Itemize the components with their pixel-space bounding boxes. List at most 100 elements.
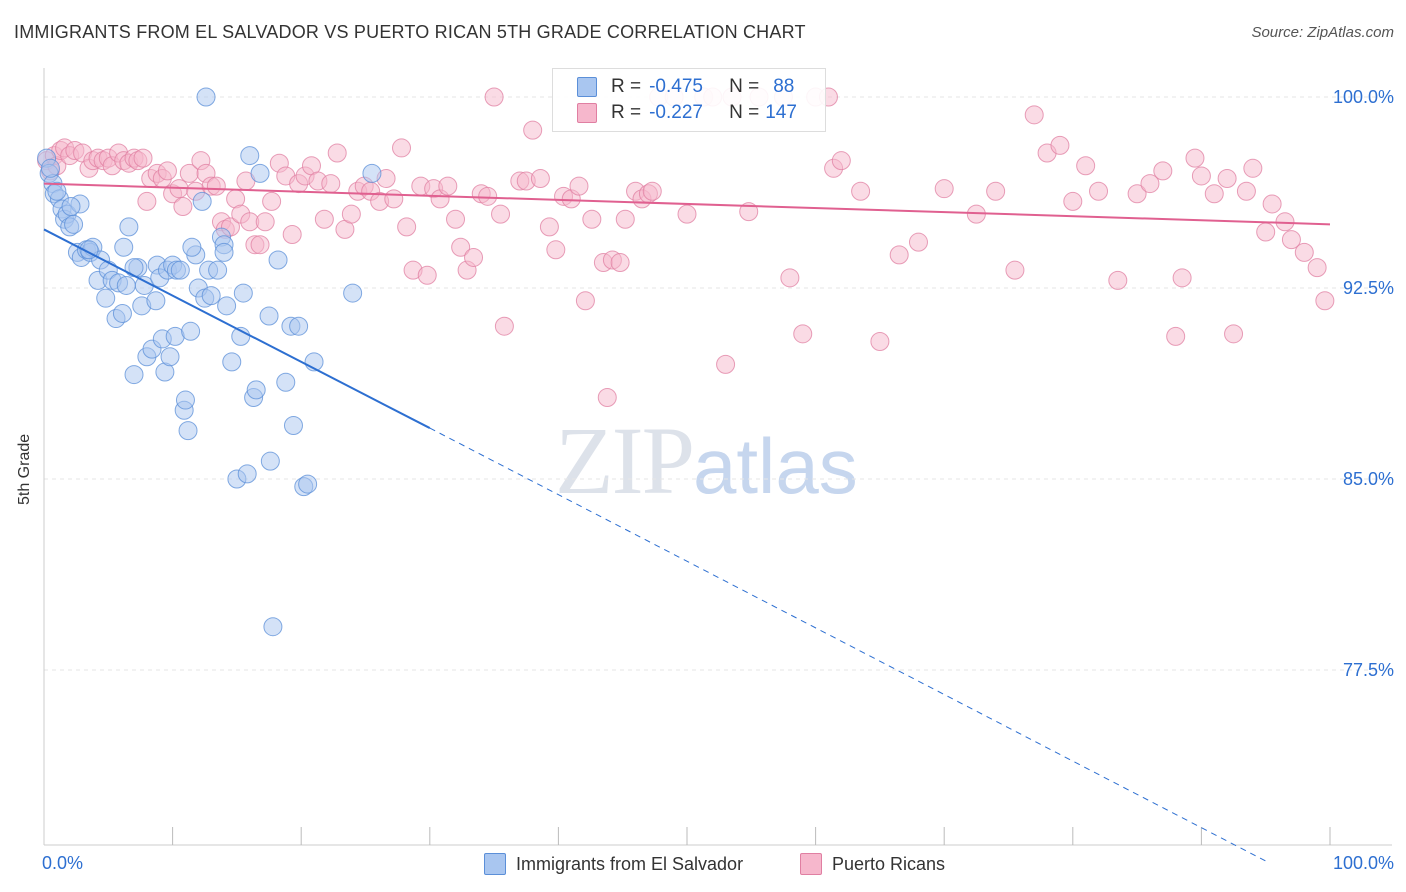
data-point <box>677 204 697 224</box>
data-point <box>133 148 153 168</box>
data-point <box>610 253 630 273</box>
data-point <box>870 331 890 351</box>
data-point <box>201 286 221 306</box>
data-point <box>478 186 498 206</box>
data-point <box>615 209 635 229</box>
data-point <box>268 250 288 270</box>
blue-swatch <box>577 77 597 97</box>
data-point <box>1185 148 1205 168</box>
trend-line-el-salvador <box>43 228 431 429</box>
data-point <box>178 421 198 441</box>
data-point <box>793 324 813 344</box>
data-point <box>1191 166 1211 186</box>
data-point <box>582 209 602 229</box>
data-point <box>1050 135 1070 155</box>
data-point <box>1281 230 1301 250</box>
data-point <box>446 209 466 229</box>
data-point <box>47 181 67 201</box>
data-point <box>1108 270 1128 290</box>
data-point <box>192 191 212 211</box>
data-point <box>119 217 139 237</box>
data-point <box>417 265 437 285</box>
data-point <box>642 181 662 201</box>
data-point <box>124 365 144 385</box>
watermark: ZIPatlas <box>555 405 858 516</box>
data-point <box>523 120 543 140</box>
data-point <box>1294 242 1314 262</box>
data-point <box>1140 174 1160 194</box>
data-point <box>321 174 341 194</box>
data-point <box>282 225 302 245</box>
data-point <box>569 176 589 196</box>
data-point <box>96 288 116 308</box>
data-point <box>539 217 559 237</box>
n-value: 147 <box>765 102 797 123</box>
legend-row-el-salvador: R = -0.475 N = 88 <box>577 75 794 99</box>
data-point <box>263 617 283 637</box>
trend-line-puerto-ricans <box>43 182 1331 226</box>
data-point <box>222 352 242 372</box>
data-point <box>1089 181 1109 201</box>
data-point <box>240 146 260 166</box>
data-point <box>889 245 909 265</box>
data-point <box>250 235 270 255</box>
data-point <box>196 87 216 107</box>
data-point <box>1172 268 1192 288</box>
trend-line-el-salvador-extrapolated <box>429 427 1266 862</box>
series-puerto-ricans <box>37 87 1335 408</box>
r-label: R = <box>611 76 642 97</box>
data-point <box>780 268 800 288</box>
data-point <box>1243 158 1263 178</box>
data-point <box>170 260 190 280</box>
data-point <box>206 176 226 196</box>
data-point <box>1153 161 1173 181</box>
data-point <box>597 388 617 408</box>
data-point <box>392 138 412 158</box>
y-tick-label: 85.0% <box>1342 469 1394 489</box>
data-point <box>61 197 81 217</box>
data-point <box>1204 184 1224 204</box>
data-point <box>484 87 504 107</box>
data-point <box>175 390 195 410</box>
data-point <box>262 191 282 211</box>
data-point <box>343 283 363 303</box>
y-tick-label: 77.5% <box>1342 660 1394 680</box>
data-point <box>831 151 851 171</box>
data-point <box>233 283 253 303</box>
legend-item-el-salvador[interactable]: Immigrants from El Salvador <box>484 852 743 876</box>
data-point <box>255 212 275 232</box>
r-label: R = <box>611 102 642 123</box>
data-point <box>1236 181 1256 201</box>
data-point <box>341 204 361 224</box>
data-point <box>112 303 132 323</box>
data-point <box>246 380 266 400</box>
n-value: 88 <box>773 76 795 97</box>
data-point <box>1076 156 1096 176</box>
trend-lines <box>43 182 1331 862</box>
data-point <box>1005 260 1025 280</box>
data-point <box>362 163 382 183</box>
data-point <box>237 464 257 484</box>
data-point <box>384 189 404 209</box>
y-tick-label: 92.5% <box>1342 278 1394 298</box>
data-point <box>851 181 871 201</box>
data-point <box>298 474 318 494</box>
data-point <box>260 451 280 471</box>
data-point <box>214 242 234 262</box>
data-point <box>114 237 134 257</box>
legend-item-puerto-ricans[interactable]: Puerto Ricans <box>800 852 945 876</box>
y-axis-label: 5th Grade <box>16 433 33 505</box>
data-point <box>208 260 228 280</box>
data-point <box>1262 194 1282 214</box>
series-el-salvador <box>37 87 382 637</box>
r-value: -0.475 <box>649 76 703 97</box>
data-point <box>137 191 157 211</box>
axes <box>43 68 1392 846</box>
data-point <box>64 214 84 234</box>
n-label: N = <box>729 102 760 123</box>
watermark-zip: ZIP <box>555 407 695 514</box>
data-point <box>157 161 177 181</box>
r-value: -0.227 <box>649 102 703 123</box>
data-point <box>146 291 166 311</box>
